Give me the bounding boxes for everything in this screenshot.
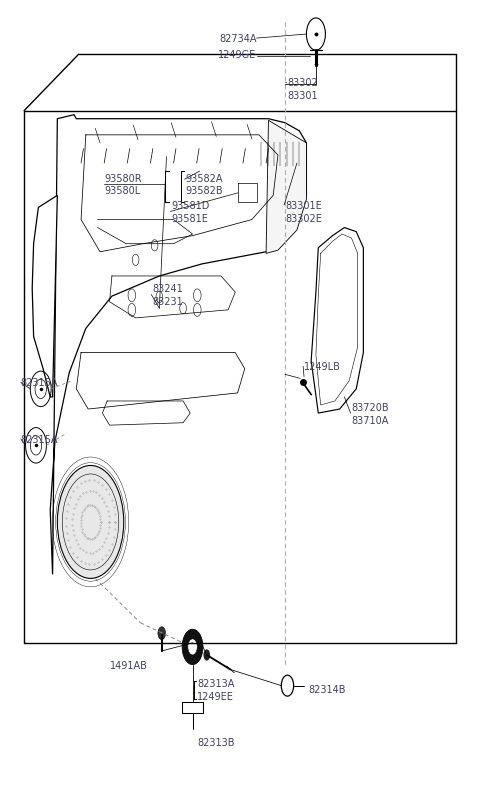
Text: 83241: 83241 [152,284,183,294]
Polygon shape [311,229,363,414]
Text: 83710A: 83710A [351,415,389,425]
Polygon shape [64,149,297,170]
Text: 93581E: 93581E [171,213,208,224]
Polygon shape [238,184,257,203]
Circle shape [252,144,264,164]
Text: 93580R: 93580R [105,174,143,183]
Text: 82315A: 82315A [21,378,58,388]
Polygon shape [266,121,306,254]
Text: 83302: 83302 [288,79,318,88]
Text: 82313B: 82313B [197,737,235,747]
Circle shape [182,629,203,665]
Text: 82313A: 82313A [197,678,235,689]
Text: 93582A: 93582A [185,174,223,183]
Text: 93582B: 93582B [185,187,223,196]
Text: 83720B: 83720B [351,402,389,412]
Polygon shape [50,115,306,575]
Circle shape [158,627,166,640]
Text: 1249LB: 1249LB [304,362,341,371]
Text: 93580L: 93580L [105,187,141,196]
Text: 82315A: 82315A [21,435,58,444]
Text: 82314B: 82314B [309,684,346,694]
Text: 82734A: 82734A [219,34,257,44]
Circle shape [204,650,210,661]
Polygon shape [200,170,261,183]
Text: 1249EE: 1249EE [197,691,234,702]
Text: 83301: 83301 [288,91,318,101]
Text: 83301E: 83301E [285,201,322,211]
Text: 93581D: 93581D [171,201,210,211]
Circle shape [57,466,124,579]
Text: 83302E: 83302E [285,213,322,224]
Polygon shape [254,139,306,172]
Text: 1249GE: 1249GE [218,50,257,60]
Text: 83231: 83231 [152,297,183,307]
Circle shape [188,639,197,655]
Text: 1491AB: 1491AB [109,660,147,670]
Polygon shape [32,196,57,397]
